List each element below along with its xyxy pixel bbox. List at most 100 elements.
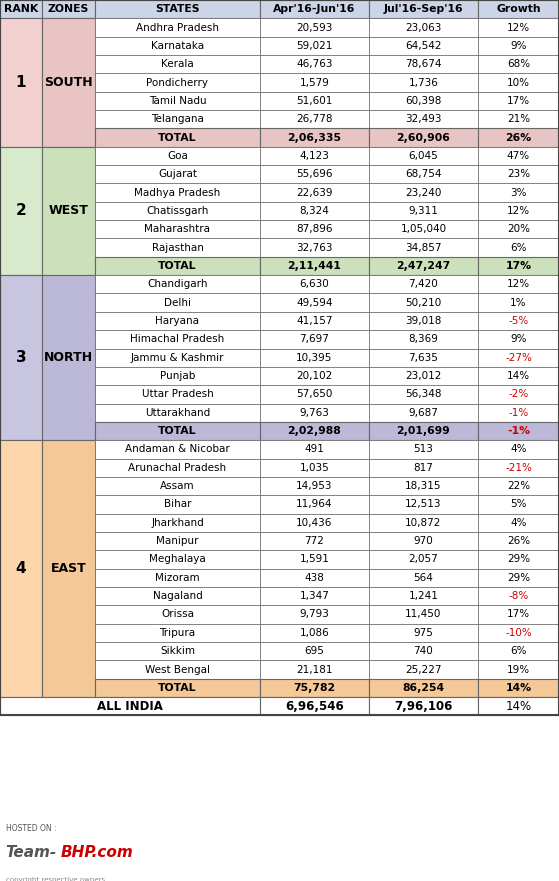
Text: 2: 2 xyxy=(16,204,26,218)
Bar xyxy=(95,165,260,183)
Bar xyxy=(369,92,478,110)
Bar xyxy=(369,73,478,92)
Bar xyxy=(478,624,559,642)
Text: 3%: 3% xyxy=(510,188,527,197)
Text: 49,594: 49,594 xyxy=(296,298,333,307)
Text: Nagaland: Nagaland xyxy=(153,591,202,601)
Text: EAST: EAST xyxy=(51,562,86,575)
Text: Rajasthan: Rajasthan xyxy=(151,242,203,253)
Bar xyxy=(478,183,559,202)
Text: Goa: Goa xyxy=(167,151,188,161)
Text: Chatissgarh: Chatissgarh xyxy=(146,206,209,216)
Bar xyxy=(369,312,478,330)
Text: Sikkim: Sikkim xyxy=(160,646,195,656)
Bar xyxy=(95,183,260,202)
Text: Mizoram: Mizoram xyxy=(155,573,200,583)
Bar xyxy=(0,19,42,147)
Text: 1,05,040: 1,05,040 xyxy=(400,225,447,234)
Bar xyxy=(478,0,559,19)
Text: Bihar: Bihar xyxy=(164,500,191,509)
Text: ZONES: ZONES xyxy=(48,4,89,14)
Text: 6,045: 6,045 xyxy=(409,151,438,161)
Text: 9,763: 9,763 xyxy=(300,408,329,418)
Bar xyxy=(369,440,478,459)
Text: 11,450: 11,450 xyxy=(405,610,442,619)
Bar xyxy=(478,568,559,587)
Bar xyxy=(260,459,369,477)
Text: Jharkhand: Jharkhand xyxy=(151,518,204,528)
Text: 6%: 6% xyxy=(510,242,527,253)
Bar xyxy=(95,256,260,275)
Text: 32,493: 32,493 xyxy=(405,115,442,124)
Text: Jammu & Kashmir: Jammu & Kashmir xyxy=(131,352,224,363)
Bar xyxy=(260,92,369,110)
Bar xyxy=(95,110,260,129)
Bar xyxy=(95,129,260,147)
Text: TOTAL: TOTAL xyxy=(158,426,197,436)
Bar xyxy=(478,385,559,403)
Text: 2,11,441: 2,11,441 xyxy=(287,261,342,271)
Text: 1,086: 1,086 xyxy=(300,628,329,638)
Text: 26%: 26% xyxy=(505,132,532,143)
Text: 4,123: 4,123 xyxy=(300,151,329,161)
Text: 5%: 5% xyxy=(510,500,527,509)
Bar xyxy=(478,55,559,73)
Text: 10,872: 10,872 xyxy=(405,518,442,528)
Text: 975: 975 xyxy=(414,628,433,638)
Bar xyxy=(478,459,559,477)
Bar xyxy=(260,239,369,256)
Bar xyxy=(478,403,559,422)
Bar xyxy=(260,55,369,73)
Bar xyxy=(369,239,478,256)
Text: West Bengal: West Bengal xyxy=(145,664,210,675)
Text: 438: 438 xyxy=(305,573,324,583)
Bar xyxy=(95,366,260,385)
Bar xyxy=(260,440,369,459)
Bar xyxy=(260,73,369,92)
Text: 8,324: 8,324 xyxy=(300,206,329,216)
Text: 17%: 17% xyxy=(505,261,532,271)
Bar xyxy=(95,202,260,220)
Bar xyxy=(478,129,559,147)
Text: 20,102: 20,102 xyxy=(296,371,333,381)
Text: 26%: 26% xyxy=(507,537,530,546)
Text: Punjab: Punjab xyxy=(160,371,195,381)
Bar xyxy=(260,19,369,37)
Bar xyxy=(478,422,559,440)
Bar xyxy=(369,661,478,678)
Text: Assam: Assam xyxy=(160,481,195,491)
Bar xyxy=(260,422,369,440)
Bar xyxy=(260,129,369,147)
Text: Uttar Pradesh: Uttar Pradesh xyxy=(141,389,214,399)
Bar xyxy=(478,73,559,92)
Text: 47%: 47% xyxy=(507,151,530,161)
Text: Tripura: Tripura xyxy=(159,628,196,638)
Text: 11,964: 11,964 xyxy=(296,500,333,509)
Text: 1,035: 1,035 xyxy=(300,463,329,473)
Bar xyxy=(260,37,369,55)
Bar xyxy=(95,459,260,477)
Bar xyxy=(95,312,260,330)
Text: Andaman & Nicobar: Andaman & Nicobar xyxy=(125,444,230,455)
Bar xyxy=(478,532,559,551)
Text: TOTAL: TOTAL xyxy=(158,261,197,271)
Bar xyxy=(478,366,559,385)
Bar xyxy=(260,624,369,642)
Text: 21%: 21% xyxy=(507,115,530,124)
Bar xyxy=(0,697,260,715)
Text: 26,778: 26,778 xyxy=(296,115,333,124)
Bar xyxy=(478,37,559,55)
Bar xyxy=(95,477,260,495)
Text: Himachal Pradesh: Himachal Pradesh xyxy=(130,335,225,344)
Text: Kerala: Kerala xyxy=(161,59,194,70)
Text: Arunachal Pradesh: Arunachal Pradesh xyxy=(129,463,226,473)
Text: Haryana: Haryana xyxy=(155,316,200,326)
Bar xyxy=(478,110,559,129)
Bar xyxy=(260,147,369,165)
Bar xyxy=(260,697,369,715)
Bar xyxy=(95,92,260,110)
Bar xyxy=(95,403,260,422)
Text: 564: 564 xyxy=(414,573,433,583)
Bar xyxy=(369,477,478,495)
Bar xyxy=(95,147,260,165)
